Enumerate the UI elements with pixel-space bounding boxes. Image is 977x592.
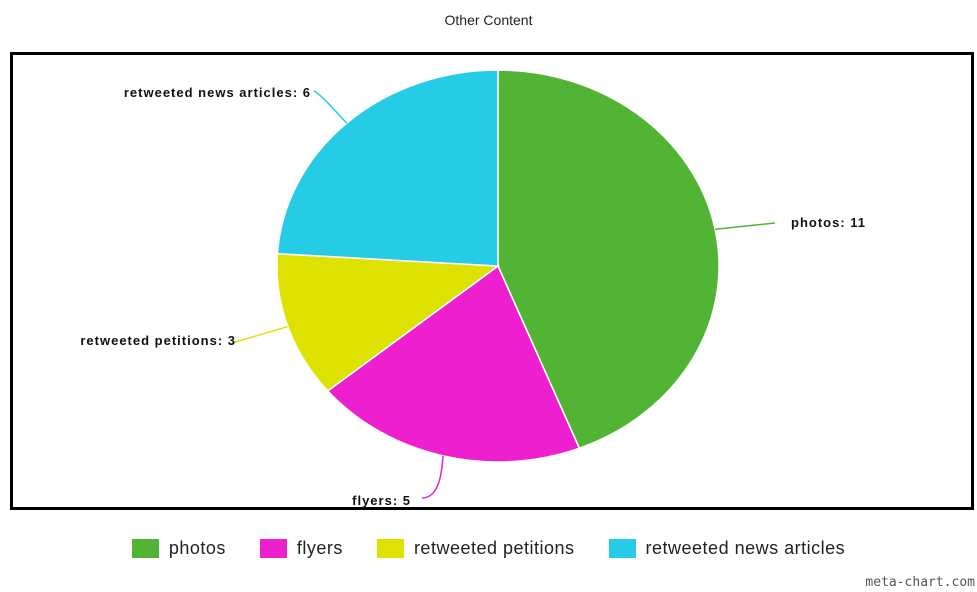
legend-item-flyers[interactable]: flyers <box>259 538 343 559</box>
pie-chart: photos: 11 flyers: 5 retweeted petitions: … <box>80 69 866 508</box>
data-label-flyers: flyers: 5 <box>352 493 411 508</box>
pie-slice-flyers[interactable] <box>326 264 581 463</box>
pie-slice-photos[interactable] <box>497 69 720 450</box>
leader-line-retweeted-petitions <box>231 325 289 344</box>
legend-swatch-retweeted-news-articles <box>608 539 636 558</box>
legend: photos flyers retweeted petitions retwee… <box>0 538 977 559</box>
legend-label-flyers: flyers <box>296 538 343 558</box>
legend-label-photos: photos <box>168 538 226 558</box>
legend-swatch-flyers <box>259 539 287 558</box>
pie-slice-retweeted-petitions[interactable] <box>276 252 501 392</box>
legend-label-retweeted-petitions: retweeted petitions <box>413 538 575 558</box>
pie-slice-retweeted-news-articles[interactable] <box>276 69 499 267</box>
leader-line-photos <box>715 222 776 231</box>
legend-item-retweeted-petitions[interactable]: retweeted petitions <box>376 538 575 559</box>
leader-line-retweeted-news-articles <box>313 90 348 124</box>
leader-line-flyers <box>421 455 444 499</box>
data-label-retweeted-petitions: retweeted petitions: 3 <box>80 333 236 348</box>
legend-swatch-retweeted-petitions <box>376 539 404 558</box>
plot-frame <box>10 52 974 510</box>
data-label-retweeted-news-articles: retweeted news articles: 6 <box>124 85 311 100</box>
legend-item-photos[interactable]: photos <box>131 538 226 559</box>
data-label-photos: photos: 11 <box>791 215 866 230</box>
legend-label-retweeted-news-articles: retweeted news articles <box>645 538 846 558</box>
credit-text: meta-chart.com <box>865 575 975 590</box>
legend-swatch-photos <box>131 539 159 558</box>
legend-item-retweeted-news-articles[interactable]: retweeted news articles <box>608 538 846 559</box>
chart-title: Other Content <box>444 12 533 28</box>
